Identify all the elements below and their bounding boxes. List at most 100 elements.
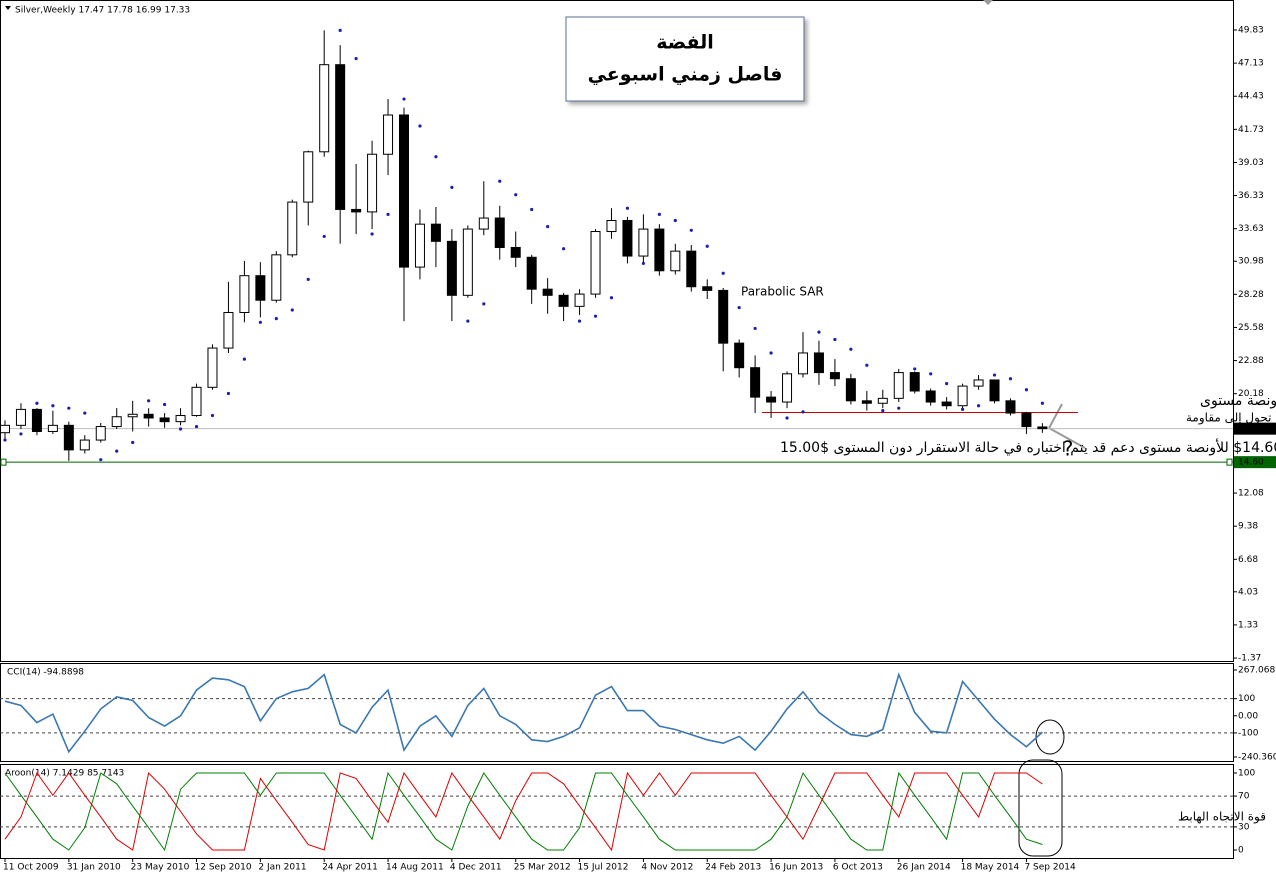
sar-dot — [322, 234, 326, 239]
y-tick-label: 33.63 — [1238, 224, 1264, 234]
candle-body — [31, 408, 42, 432]
x-tick-label: 25 Mar 2012 — [514, 863, 571, 873]
candle-body — [510, 246, 521, 258]
y-tick-label: 47.13 — [1238, 59, 1264, 69]
cci-panel — [0, 663, 1234, 762]
candle-body — [877, 397, 888, 404]
y-tick-label: 100 — [1238, 694, 1255, 704]
candle-body — [478, 217, 489, 230]
y-tick-label: 49.83 — [1238, 25, 1264, 35]
series-line — [4, 672, 1043, 754]
sar-dot — [881, 409, 885, 413]
candle-body — [462, 228, 473, 296]
candle-body — [494, 217, 505, 248]
candle-body — [1005, 400, 1016, 414]
y-tick-label: 12.08 — [1238, 489, 1264, 499]
series-line — [4, 771, 1043, 852]
x-tick-label: 7 Sep 2014 — [1024, 863, 1076, 873]
x-tick-label: 24 Feb 2013 — [705, 863, 761, 873]
sar-dot — [753, 326, 757, 331]
sar-dot — [992, 373, 997, 377]
candle-body — [15, 408, 26, 426]
chart-subtitle: فاصل زمني اسبوعي — [588, 64, 783, 86]
last-price-label: 17.33 — [1238, 424, 1264, 434]
sar-dot — [929, 372, 933, 376]
sar-dot — [689, 228, 693, 232]
candle-body — [414, 223, 425, 268]
candle-body — [239, 275, 250, 313]
sar-dot — [625, 206, 630, 210]
candle-body — [271, 254, 282, 301]
candle-body — [638, 228, 649, 257]
candle-body — [335, 64, 346, 210]
sar-dot — [657, 212, 661, 216]
y-tick-label: 100 — [1238, 769, 1255, 779]
sar-dot — [593, 314, 598, 318]
shift-marker — [983, 0, 993, 5]
sar-dot — [562, 247, 566, 251]
x-tick-label: 11 Oct 2009 — [3, 863, 59, 873]
y-tick-label: 30 — [1238, 822, 1250, 832]
last-price-box — [1234, 422, 1276, 435]
x-tick-label: 14 Aug 2011 — [386, 863, 444, 873]
sar-dot — [290, 308, 294, 312]
candle-body — [973, 379, 984, 387]
sar-dot — [769, 351, 773, 355]
candle-body — [95, 426, 106, 441]
x-tick-label: 24 Apr 2011 — [322, 863, 378, 873]
sar-dot — [354, 56, 358, 61]
candle-body — [845, 378, 856, 402]
candle-body — [63, 424, 74, 451]
candle-body — [670, 250, 681, 272]
sar-dot — [897, 406, 901, 410]
y-tick-label: 22.88 — [1238, 356, 1264, 366]
candle-body — [558, 294, 569, 307]
main-header: Silver,Weekly 17.47 17.78 16.99 17.33 — [15, 6, 190, 16]
sar-dot — [67, 406, 71, 410]
x-tick-label: 31 Jan 2010 — [67, 863, 121, 873]
candle-body — [399, 114, 409, 268]
x-tick-label: 18 May 2014 — [961, 863, 1020, 873]
candle-body — [207, 347, 218, 388]
sar-dot — [673, 218, 677, 223]
header-arrow — [5, 6, 11, 10]
x-tick-label: 6 Oct 2013 — [833, 863, 883, 873]
sar-dot — [194, 424, 199, 429]
level-box — [1234, 456, 1276, 469]
sar-dot — [609, 296, 614, 300]
candle-body — [861, 400, 872, 404]
candle-body — [574, 293, 585, 307]
candle-body — [766, 396, 777, 403]
sar-dot — [976, 404, 981, 408]
y-tick-label: 39.03 — [1238, 158, 1264, 168]
sar-dot — [705, 244, 709, 248]
candle-body — [798, 352, 808, 375]
candle-body — [383, 114, 394, 155]
x-tick-label: 12 Sep 2010 — [195, 863, 252, 873]
series-line — [4, 771, 1043, 852]
candle-body — [925, 390, 936, 403]
sar-dot — [226, 391, 231, 396]
sar-dot — [115, 449, 119, 453]
x-tick-label: 16 Jun 2013 — [769, 863, 823, 873]
sar-dot — [242, 357, 246, 361]
aroon-panel — [0, 764, 1234, 859]
sar-dot — [19, 432, 23, 436]
x-tick-label: 26 Jan 2014 — [897, 863, 951, 873]
sar-dot — [482, 302, 486, 306]
candle-body — [829, 372, 840, 380]
candle-body — [957, 385, 968, 407]
candle-body — [446, 240, 457, 296]
sar-dot — [865, 363, 869, 367]
sar-dot — [785, 416, 789, 420]
level-label: 14.60 — [1238, 458, 1264, 468]
y-tick-label: -100 — [1238, 728, 1259, 738]
candle-body — [1037, 426, 1048, 430]
sar-dot — [163, 402, 167, 407]
sar-dot — [913, 367, 917, 371]
y-tick-label: 25.58 — [1238, 323, 1264, 333]
sar-dot — [35, 401, 39, 405]
